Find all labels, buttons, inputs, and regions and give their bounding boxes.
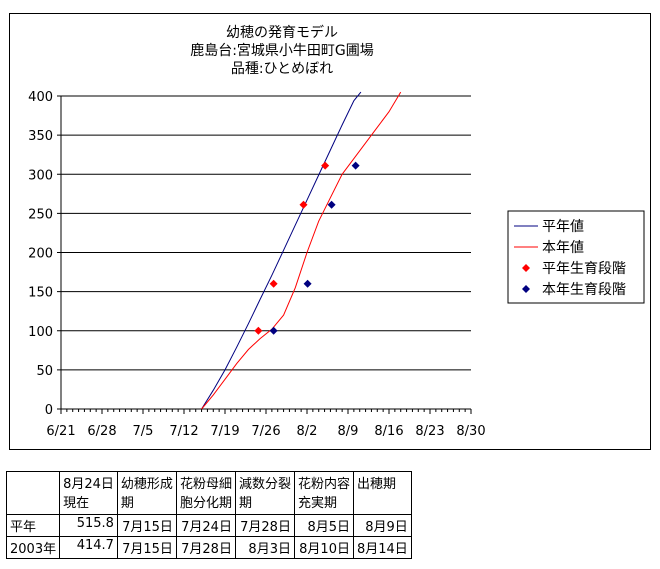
table-header-cell: 出穂期 (352, 471, 412, 515)
table-cell: 7月15日 (116, 514, 177, 537)
y-tick-label: 0 (45, 403, 53, 418)
stage-marker (269, 326, 278, 335)
table-header-text: 8月24日 (63, 477, 114, 492)
table-header-text: 充実期 (297, 496, 337, 511)
table-header-text: 花粉母細 (179, 477, 232, 492)
table-cell: 7月15日 (116, 536, 177, 559)
x-tick-label: 6/28 (87, 424, 116, 439)
table-cell: 414.7 (59, 536, 118, 559)
table-cell: 8月5日 (293, 514, 354, 537)
x-tick-label: 8/9 (338, 424, 359, 439)
y-tick-label: 350 (28, 129, 53, 144)
x-tick-label: 8/16 (374, 424, 403, 439)
x-tick-label: 8/23 (415, 424, 444, 439)
table-header-text: 現在 (63, 496, 90, 511)
table-row: 2003年 414.7 7月15日 7月28日 8月3日 8月10日 8月14日 (5, 536, 412, 559)
table-header-cell: 8月24日現在 (59, 471, 118, 515)
table-header-text: 胞分化期 (179, 496, 232, 511)
table-cell: 8月10日 (293, 536, 354, 559)
legend-label: 本年値 (542, 240, 584, 256)
stage-marker (351, 161, 360, 170)
table-header-text: 期 (120, 496, 134, 511)
chart-title-line: 品種:ひとめぼれ (231, 61, 333, 77)
y-tick-label: 50 (36, 364, 53, 379)
development-table: 8月24日 現在 幼穂形成期花粉母細 胞分化期 減数分裂期花粉内容 充実期 出穂期 平年 515… (5, 471, 412, 559)
stage-marker (327, 200, 336, 209)
stage-marker (321, 161, 330, 170)
table-header-text: 幼穂形成 (120, 477, 173, 492)
table-cell: 7月28日 (175, 536, 236, 559)
table-header-cell: 花粉内容 充実期 (293, 471, 354, 515)
y-tick-label: 100 (28, 325, 53, 340)
x-tick-label: 7/12 (169, 424, 198, 439)
legend-label: 本年生育段階 (542, 282, 626, 298)
x-tick-label: 8/2 (297, 424, 318, 439)
stage-marker (303, 279, 312, 288)
table-header-cell: 減数分裂期 (234, 471, 295, 515)
stage-marker (299, 200, 308, 209)
table-cell: 7月24日 (175, 514, 236, 537)
chart-title-line: 鹿島台:宮城県小牛田町G圃場 (190, 42, 374, 59)
table-header-text: 出穂期 (356, 477, 396, 492)
table-cell: 7月28日 (234, 514, 295, 537)
table-header-text: 花粉内容 (297, 477, 350, 492)
legend-label: 平年生育段階 (542, 261, 626, 277)
x-tick-label: 7/19 (210, 424, 239, 439)
table-row-label: 平年 (5, 514, 61, 537)
table-cell: 515.8 (59, 514, 118, 537)
table-header-cell: 花粉母細 胞分化期 (175, 471, 236, 515)
y-tick-label: 300 (28, 168, 53, 183)
stage-marker (254, 326, 263, 335)
y-tick-label: 250 (28, 207, 53, 222)
table-header-row: 8月24日 現在 幼穂形成期花粉母細 胞分化期 減数分裂期花粉内容 充実期 出穂期 (5, 471, 412, 515)
table-header-cell (5, 471, 61, 515)
legend-swatch (522, 264, 530, 272)
legend-label: 平年値 (542, 219, 584, 235)
table-cell: 8月3日 (234, 536, 295, 559)
x-tick-label: 7/26 (251, 424, 280, 439)
x-tick-label: 7/5 (133, 424, 154, 439)
chart-frame: 幼穂の発育モデル 鹿島台:宮城県小牛田町G圃場 品種:ひとめぼれ 0 50 100 150 2… (9, 13, 651, 450)
legend-swatch (522, 285, 530, 293)
table-cell: 8月9日 (352, 514, 412, 537)
table-cell: 8月14日 (352, 536, 412, 559)
table-row: 平年 515.8 7月15日 7月24日 7月28日 8月5日 8月9日 (5, 514, 412, 537)
y-tick-label: 200 (28, 247, 53, 262)
table-header-cell: 幼穂形成期 (116, 471, 177, 515)
series-line (201, 91, 402, 410)
x-tick-label: 6/21 (46, 424, 75, 439)
chart-title-line: 幼穂の発育モデル (226, 24, 338, 41)
x-tick-label: 8/30 (456, 424, 485, 439)
series-line (201, 91, 362, 410)
development-table-wrap: 8月24日 現在 幼穂形成期花粉母細 胞分化期 減数分裂期花粉内容 充実期 出穂期 平年 515… (5, 471, 412, 559)
y-tick-label: 400 (28, 90, 53, 105)
stage-marker (269, 279, 278, 288)
table-header-text: 期 (238, 496, 252, 511)
table-row-label: 2003年 (5, 536, 61, 559)
table-header-text: 減数分裂 (238, 477, 291, 492)
y-tick-label: 150 (28, 286, 53, 301)
